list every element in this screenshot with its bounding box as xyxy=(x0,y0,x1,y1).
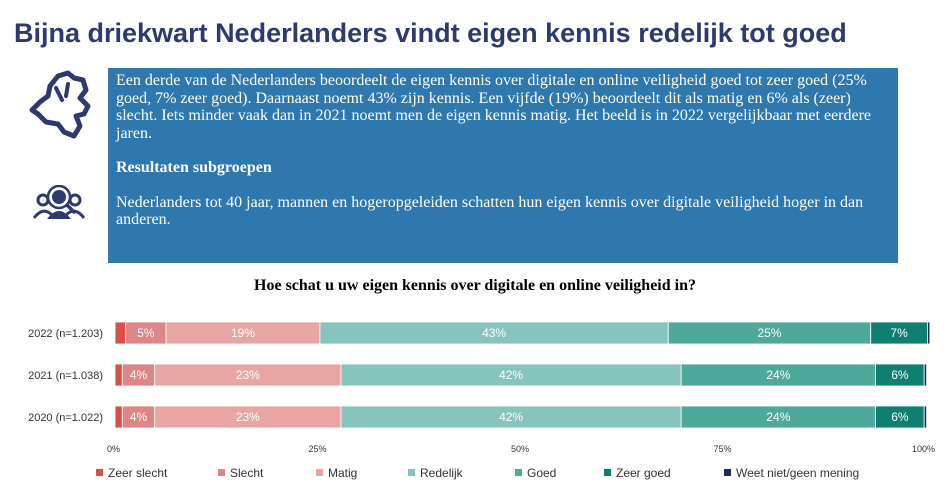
data-label: 42% xyxy=(499,368,523,382)
legend-swatch xyxy=(408,469,415,476)
x-tick-label: 50% xyxy=(511,444,529,454)
data-label: 6% xyxy=(891,368,909,382)
legend-swatch xyxy=(724,469,731,476)
category-label: 2021 (n=1.038) xyxy=(28,370,103,382)
data-label: 7% xyxy=(890,326,908,340)
data-label: 42% xyxy=(499,410,523,424)
x-tick-label: 75% xyxy=(713,444,731,454)
legend-label: Zeer slecht xyxy=(108,466,168,480)
bar-segment xyxy=(923,363,928,387)
category-label: 2022 (n=1.203) xyxy=(28,328,103,340)
data-label: 24% xyxy=(766,410,790,424)
legend-label: Weet niet/geen mening xyxy=(736,466,859,480)
data-label: 4% xyxy=(130,410,148,424)
data-label: 25% xyxy=(757,326,781,340)
legend-label: Goed xyxy=(527,466,556,480)
data-label: 23% xyxy=(236,410,260,424)
data-label: 43% xyxy=(482,326,506,340)
data-label: 19% xyxy=(231,326,255,340)
data-label: 5% xyxy=(137,326,155,340)
data-label: 6% xyxy=(891,410,909,424)
data-label: 23% xyxy=(236,368,260,382)
x-tick-label: 0% xyxy=(107,444,120,454)
legend-swatch xyxy=(316,469,323,476)
subgroups-text: Nederlanders tot 40 jaar, mannen en hoge… xyxy=(116,193,864,229)
bar-segment xyxy=(114,363,123,387)
bar-segment xyxy=(927,321,931,345)
legend-swatch xyxy=(604,469,611,476)
bar-segment xyxy=(114,321,126,345)
subgroups-heading: Resultaten subgroepen xyxy=(116,159,272,176)
bar-segment xyxy=(114,405,123,429)
data-label: 4% xyxy=(130,368,148,382)
category-label: 2020 (n=1.022) xyxy=(28,412,103,424)
legend-label: Redelijk xyxy=(420,466,464,480)
bar-segment xyxy=(923,405,928,429)
legend-swatch xyxy=(515,469,522,476)
legend-label: Slecht xyxy=(230,466,264,480)
data-label: 24% xyxy=(766,368,790,382)
legend-label: Matig xyxy=(328,466,357,480)
summary-paragraph: Een derde van de Nederlanders beoordeelt… xyxy=(116,72,872,142)
netherlands-map-icon xyxy=(29,70,91,139)
legend-swatch xyxy=(218,469,225,476)
x-tick-label: 25% xyxy=(308,444,326,454)
summary-box: Een derde van de Nederlanders beoordeelt… xyxy=(108,68,898,263)
legend-swatch xyxy=(96,469,103,476)
people-group-icon xyxy=(32,185,86,219)
page-title: Bijna driekwart Nederlanders vindt eigen… xyxy=(14,18,847,48)
chart-title: Hoe schat u uw eigen kennis over digital… xyxy=(254,277,696,294)
x-tick-label: 100% xyxy=(912,444,935,454)
legend-label: Zeer goed xyxy=(616,466,671,480)
